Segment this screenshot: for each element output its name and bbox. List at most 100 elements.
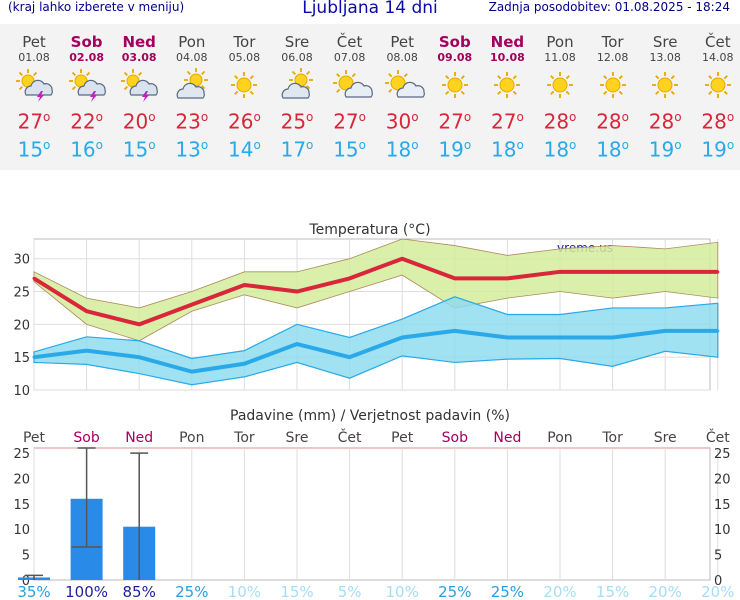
precipitation-y-tick-label-left: 25 xyxy=(13,447,30,462)
precipitation-day-label: Sob xyxy=(442,430,468,446)
day-date: 08.08 xyxy=(386,51,418,64)
min-temperature-point xyxy=(611,335,615,339)
min-temperature: 19o xyxy=(438,137,472,162)
precipitation-day-label: Pon xyxy=(179,430,204,446)
min-temperature: 15o xyxy=(333,137,366,162)
cloud-sun-icon xyxy=(271,67,323,103)
sun-small-cloud-icon xyxy=(376,67,428,103)
precipitation-probability-label: 100% xyxy=(65,583,108,600)
min-temperature-point xyxy=(137,355,141,359)
temperature-y-tick-label: 25 xyxy=(13,286,30,301)
day-column: Pet 01.08 27o 15o xyxy=(8,24,60,162)
day-date: 13.08 xyxy=(649,51,681,64)
precipitation-probability-label: 20% xyxy=(649,583,682,600)
max-temperature: 22o xyxy=(70,109,103,134)
max-temperature-point xyxy=(348,276,352,280)
max-temperature: 26o xyxy=(227,109,261,134)
max-temperature-point xyxy=(400,257,404,261)
day-name: Pon xyxy=(546,33,574,51)
min-temperature-point xyxy=(190,370,194,374)
day-column: Pon 04.08 23o 13o xyxy=(166,24,218,162)
day-column: Tor 12.08 28o 18o xyxy=(587,24,639,162)
day-name: Ned xyxy=(490,33,525,51)
max-temperature: 28o xyxy=(543,109,577,134)
min-temperature: 18o xyxy=(490,137,524,162)
day-column: Ned 10.08 27o 18o xyxy=(481,24,533,162)
day-column: Čet 14.08 28o 19o xyxy=(692,24,740,162)
precipitation-y-tick-label-right: 25 xyxy=(714,447,731,462)
max-temperature-line xyxy=(32,256,718,327)
cloud-sun-icon xyxy=(166,67,218,103)
day-name: Pon xyxy=(178,33,206,51)
sun-icon xyxy=(692,67,740,103)
min-temperature-point xyxy=(505,335,509,339)
day-name: Tor xyxy=(233,33,256,51)
day-column: Sob 02.08 22o 16o xyxy=(61,24,113,162)
page-title: Ljubljana 14 dni xyxy=(302,0,438,18)
day-column: Sre 13.08 28o 19o xyxy=(639,24,691,162)
precipitation-y-tick-label-right: 15 xyxy=(714,498,731,513)
precipitation-day-label: Tor xyxy=(233,430,255,446)
min-temperature-point xyxy=(242,362,246,366)
min-temperature: 15o xyxy=(122,137,156,162)
max-temperature-point xyxy=(505,276,509,280)
day-date: 01.08 xyxy=(18,51,50,64)
day-column: Pon 11.08 28o 18o xyxy=(534,24,586,162)
max-temperature: 27o xyxy=(490,109,524,134)
precipitation-chart-title: Padavine (mm) / Verjetnost padavin (%) xyxy=(230,408,510,424)
max-temperature: 25o xyxy=(280,109,314,134)
precipitation-day-label: Sre xyxy=(654,430,677,446)
min-temperature-point xyxy=(85,349,89,353)
min-temperature-line xyxy=(33,328,718,374)
location-menu-note[interactable]: (kraj lahko izberete v meniju) xyxy=(8,0,185,14)
sun-cloud-lightning-icon xyxy=(113,67,165,103)
day-column: Sre 06.08 25o 17o xyxy=(271,24,323,162)
max-temperature-point xyxy=(558,270,562,274)
precipitation-y-tick-label-right: 10 xyxy=(714,523,731,538)
max-temperature: 23o xyxy=(175,109,209,134)
sun-small-cloud-icon xyxy=(324,67,376,103)
sun-cloud-lightning-icon xyxy=(61,67,113,103)
sun-icon xyxy=(587,67,639,103)
precipitation-day-label: Čet xyxy=(706,428,730,446)
precipitation-probability-label: 35% xyxy=(17,583,50,600)
sun-icon xyxy=(639,67,691,103)
day-date: 04.08 xyxy=(176,51,208,64)
sun-icon xyxy=(429,67,481,103)
precipitation-y-tick-label-left: 0 xyxy=(22,574,30,589)
precipitation-y-tick-label-left: 15 xyxy=(13,498,30,513)
precipitation-day-label: Pet xyxy=(23,430,46,446)
min-temperature: 18o xyxy=(543,137,577,162)
day-date: 03.08 xyxy=(121,51,157,64)
max-temperature-point xyxy=(85,309,89,313)
min-temperature-point xyxy=(295,342,299,346)
day-date: 06.08 xyxy=(281,51,313,64)
day-date: 09.08 xyxy=(437,51,473,64)
precipitation-y-tick-label-right: 20 xyxy=(714,472,731,487)
max-temperature-point xyxy=(32,276,36,280)
day-date: 05.08 xyxy=(228,51,261,64)
min-temperature: 18o xyxy=(596,137,629,162)
sun-cloud-lightning-icon xyxy=(8,67,60,103)
day-date: 11.08 xyxy=(544,51,576,64)
sun-icon xyxy=(481,67,533,103)
precipitation-day-label: Sre xyxy=(286,430,309,446)
day-date: 07.08 xyxy=(333,51,366,64)
precipitation-probability-label: 15% xyxy=(596,583,629,600)
precipitation-day-label: Sob xyxy=(73,430,99,446)
temperature-y-tick-label: 20 xyxy=(13,318,30,333)
max-temperature-point xyxy=(295,290,299,294)
day-name: Sre xyxy=(284,33,310,51)
day-name: Čet xyxy=(336,33,363,51)
min-temperature-point xyxy=(558,335,562,339)
precipitation-probability-label: 10% xyxy=(386,583,419,600)
max-temperature-band xyxy=(33,238,719,342)
max-temperature-point xyxy=(716,270,720,274)
precipitation-probability-label: 15% xyxy=(280,583,313,600)
day-date: 02.08 xyxy=(69,51,104,64)
temperature-y-tick-label: 15 xyxy=(13,351,30,366)
sun-icon xyxy=(534,67,586,103)
max-temperature-point xyxy=(663,270,667,274)
precipitation-y-tick-label-right: 5 xyxy=(714,549,722,564)
day-name: Čet xyxy=(705,33,731,51)
